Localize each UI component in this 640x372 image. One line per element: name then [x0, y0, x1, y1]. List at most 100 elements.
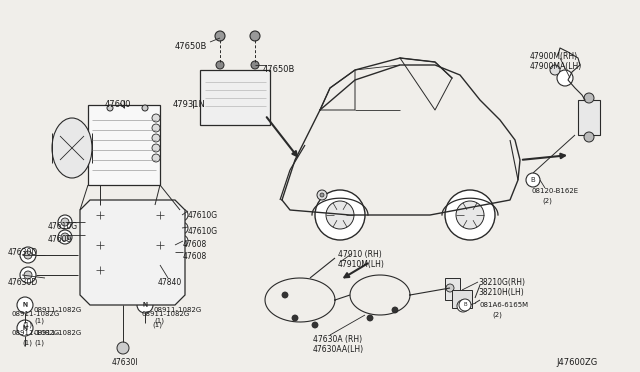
- Circle shape: [24, 251, 32, 259]
- Text: B: B: [463, 302, 467, 308]
- Text: 08911-1082G: 08911-1082G: [34, 330, 83, 336]
- Bar: [445, 278, 460, 300]
- Text: 47610G: 47610G: [48, 222, 78, 231]
- Bar: [88, 105, 160, 185]
- Circle shape: [179, 225, 185, 231]
- Text: 081A6-6165M: 081A6-6165M: [480, 302, 529, 308]
- Text: N: N: [143, 302, 147, 308]
- Circle shape: [317, 190, 327, 200]
- Text: 47900MA(LH): 47900MA(LH): [530, 62, 582, 71]
- Circle shape: [312, 322, 318, 328]
- Text: B: B: [461, 304, 465, 308]
- Text: 47600: 47600: [105, 100, 131, 109]
- Circle shape: [459, 299, 471, 311]
- Circle shape: [94, 209, 106, 221]
- Text: 08911-1082G: 08911-1082G: [154, 307, 202, 313]
- Circle shape: [116, 281, 124, 289]
- Text: 47608: 47608: [183, 240, 207, 249]
- Text: N: N: [22, 326, 28, 330]
- Text: (1): (1): [152, 321, 162, 327]
- Circle shape: [446, 284, 454, 292]
- Text: 47840: 47840: [158, 278, 182, 287]
- Circle shape: [58, 230, 72, 244]
- Circle shape: [445, 190, 495, 240]
- Text: 47650B: 47650B: [263, 65, 296, 74]
- Circle shape: [526, 173, 540, 187]
- Text: N: N: [22, 302, 28, 308]
- Circle shape: [154, 239, 166, 251]
- Text: 47630A (RH): 47630A (RH): [313, 335, 362, 344]
- Text: 47630D: 47630D: [8, 278, 38, 287]
- Circle shape: [20, 247, 36, 263]
- Circle shape: [152, 144, 160, 152]
- Circle shape: [152, 124, 160, 132]
- Circle shape: [154, 209, 166, 221]
- Text: (2): (2): [492, 312, 502, 318]
- Text: N: N: [22, 302, 28, 308]
- Circle shape: [94, 239, 106, 251]
- Text: 08120-B162E: 08120-B162E: [532, 188, 579, 194]
- Circle shape: [61, 233, 69, 241]
- Text: 08911-1082G: 08911-1082G: [34, 307, 83, 313]
- Text: N: N: [22, 325, 28, 331]
- Text: (1): (1): [154, 317, 164, 324]
- Circle shape: [282, 292, 288, 298]
- Bar: [452, 290, 472, 308]
- Circle shape: [126, 291, 134, 299]
- Circle shape: [61, 218, 69, 226]
- Text: N: N: [142, 302, 148, 308]
- Circle shape: [557, 70, 573, 86]
- Circle shape: [142, 105, 148, 111]
- Circle shape: [137, 297, 153, 313]
- Text: (1): (1): [22, 321, 32, 327]
- Circle shape: [292, 315, 298, 321]
- Circle shape: [58, 215, 72, 229]
- Circle shape: [17, 320, 33, 336]
- Text: 08911-1082G: 08911-1082G: [12, 311, 60, 317]
- Text: 47910M(LH): 47910M(LH): [338, 260, 385, 269]
- Circle shape: [179, 212, 185, 218]
- Circle shape: [20, 267, 36, 283]
- Circle shape: [457, 300, 469, 312]
- Circle shape: [24, 271, 32, 279]
- Circle shape: [176, 222, 188, 234]
- Circle shape: [176, 209, 188, 221]
- Bar: [578, 100, 600, 135]
- Circle shape: [179, 238, 185, 244]
- Circle shape: [152, 134, 160, 142]
- Circle shape: [584, 93, 594, 103]
- Text: 47630AA(LH): 47630AA(LH): [313, 345, 364, 354]
- Text: 47610G: 47610G: [188, 211, 218, 220]
- Circle shape: [320, 193, 324, 197]
- Text: (2): (2): [542, 198, 552, 205]
- Text: 47609: 47609: [48, 235, 72, 244]
- Circle shape: [584, 132, 594, 142]
- Circle shape: [216, 61, 224, 69]
- Text: (1): (1): [34, 340, 44, 346]
- Circle shape: [367, 315, 373, 321]
- Ellipse shape: [52, 118, 92, 178]
- Text: B: B: [531, 177, 536, 183]
- Text: 47608: 47608: [183, 252, 207, 261]
- Circle shape: [392, 307, 398, 313]
- Text: (1): (1): [34, 317, 44, 324]
- Text: 47900M(RH): 47900M(RH): [530, 52, 578, 61]
- Text: 08911-1082G: 08911-1082G: [12, 330, 60, 336]
- Circle shape: [550, 65, 560, 75]
- Text: 08911-1082G: 08911-1082G: [142, 311, 190, 317]
- Polygon shape: [80, 200, 185, 305]
- Circle shape: [94, 264, 106, 276]
- Circle shape: [456, 201, 484, 229]
- Text: 47910 (RH): 47910 (RH): [338, 250, 381, 259]
- Circle shape: [152, 114, 160, 122]
- Text: 38210G(RH): 38210G(RH): [478, 278, 525, 287]
- Text: 47630D: 47630D: [8, 248, 38, 257]
- Circle shape: [315, 190, 365, 240]
- Circle shape: [17, 297, 33, 313]
- Circle shape: [176, 235, 188, 247]
- Circle shape: [250, 31, 260, 41]
- Text: (1): (1): [22, 340, 32, 346]
- Text: 47931N: 47931N: [173, 100, 206, 109]
- Text: 47630I: 47630I: [112, 358, 139, 367]
- Circle shape: [251, 61, 259, 69]
